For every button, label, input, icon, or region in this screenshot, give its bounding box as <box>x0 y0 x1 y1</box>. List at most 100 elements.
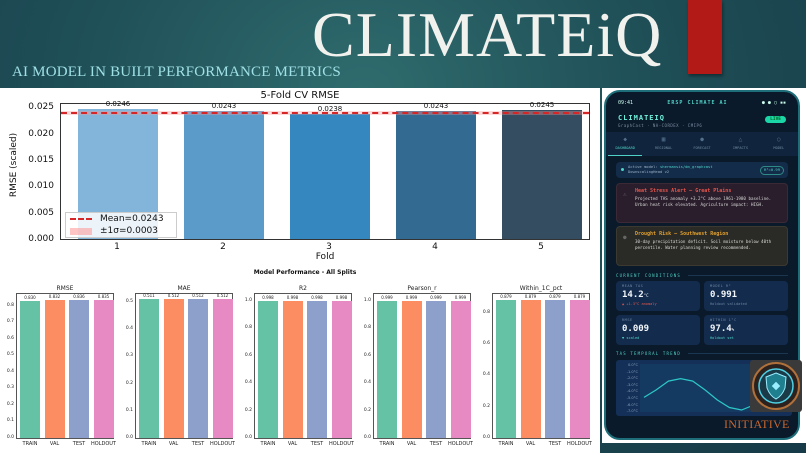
bar-value-label: 0.0246 <box>105 100 131 109</box>
y-tick: 0.4 <box>125 326 133 332</box>
circle-icon: ● <box>700 136 704 143</box>
divider <box>688 353 788 354</box>
bar-value-label: 0.0243 <box>211 101 237 110</box>
y-tick: 0.010 <box>28 181 54 192</box>
metric-sub: ▲ +1.3°C anomaly <box>622 302 657 306</box>
panel-title: Pearson_r <box>407 285 437 292</box>
metric-value: 0.009 <box>622 324 650 334</box>
tab-regional[interactable]: ▦ REGIONAL <box>644 132 682 156</box>
panel-title: MAE <box>177 285 191 292</box>
bar-value-label: 0.832 <box>48 294 61 300</box>
y-tick: 0.6 <box>244 352 252 358</box>
y-tick: -2.0°C <box>626 376 638 381</box>
heat-stress-alert[interactable]: ⚠ Heat Stress Alert — Great Plains Proje… <box>616 183 788 223</box>
tab-bar: ◆ DASHBOARD ▦ REGIONAL ● FORECAST △ IMPACTS … <box>606 132 798 156</box>
y-tick: 0.5 <box>125 299 133 305</box>
y-tick: -5.0°C <box>626 396 638 400</box>
performance-title: Model Performance - All Splits <box>253 269 357 276</box>
model-name: shermansis/dm_graphcast <box>660 164 713 169</box>
bar-value-label: 0.512 <box>192 292 204 298</box>
status-time: 09:41 <box>618 100 634 106</box>
bar-value-label: 0.0245 <box>529 100 555 109</box>
cv-bar-fold-3: 0.0238 <box>290 105 370 239</box>
bar-value-label: 0.999 <box>381 295 393 300</box>
x-tick: 4 <box>432 242 438 252</box>
x-tick: TRAIN <box>22 441 38 447</box>
bar-value-label: 0.836 <box>73 293 85 299</box>
page-subtitle: AI MODEL IN BUILT PERFORMANCE METRICS <box>12 64 341 80</box>
bar-val: 0.998 <box>282 295 303 438</box>
bar-value-label: 0.999 <box>454 295 467 300</box>
y-tick: 0.4 <box>244 380 252 386</box>
y-tick: 0.6 <box>482 341 490 347</box>
std-band-swatch <box>70 227 92 235</box>
tab-forecast[interactable]: ● FORECAST <box>683 132 721 156</box>
y-tick: -4.0°C <box>626 389 638 394</box>
trend-label: TAS TEMPORAL TREND <box>616 351 681 356</box>
brand-title: CLIMATEiQ <box>312 0 663 70</box>
metric-sub: Holdout validated <box>710 302 747 306</box>
bar-train: 0.830 <box>20 295 40 438</box>
metric-label: RMSE <box>622 318 633 322</box>
y-tick: 0.6 <box>363 352 371 358</box>
x-tick: TEST <box>310 441 324 447</box>
bar-value-label: 0.879 <box>500 294 512 300</box>
perf-panel-r2: R2 0.998 TRAIN 0.998 VAL 0.998 TEST 0.998 HOLDOU… <box>245 285 354 447</box>
y-tick: -7.0°C <box>626 409 638 414</box>
legend-std: ±1σ=0.0003 <box>100 226 159 236</box>
y-tick: -3.0°C <box>626 382 638 387</box>
cv-plot-area: 0.0245 0.0243 0.0238 0.0243 0.0246 Mean=0.02… <box>60 100 590 240</box>
bar-test: 0.998 <box>307 295 327 438</box>
metric-model-r2: MODEL R² 0.991 Holdout validated <box>704 281 788 311</box>
model-prefix: Active model: <box>628 164 661 169</box>
bar-value-label: 0.998 <box>335 295 348 301</box>
alert-body: Projected TAS anomaly +3.2°C above 1961-… <box>635 196 772 207</box>
x-tick: VAL <box>287 441 298 447</box>
y-tick: 0.8 <box>6 302 14 308</box>
tab-impacts[interactable]: △ IMPACTS <box>721 132 759 156</box>
y-tick: 0.020 <box>28 128 54 139</box>
x-tick: HOLDOUT <box>567 441 592 447</box>
live-badge: LIVE <box>765 116 786 123</box>
panel-title: R2 <box>299 285 307 292</box>
metric-value: 0.991 <box>710 290 738 300</box>
x-tick: VAL <box>406 441 417 447</box>
x-tick: TRAIN <box>260 441 276 447</box>
x-tick: VAL <box>525 441 536 447</box>
bar-value-label: 0.830 <box>24 294 36 300</box>
bar-holdout: 0.998 <box>331 295 352 438</box>
x-tick: 2 <box>220 242 226 252</box>
bar-val: 0.832 <box>44 294 65 438</box>
alert-title: Heat Stress Alert — Great Plains <box>635 188 732 194</box>
bar-value-label: 0.879 <box>524 294 537 300</box>
bar-val: 0.999 <box>401 295 422 438</box>
x-tick: TEST <box>548 441 562 447</box>
metric-value: 97.4 <box>710 324 732 334</box>
tab-model[interactable]: ○ MODEL <box>760 132 798 156</box>
metric-label: WITHIN 1°C <box>710 318 737 322</box>
x-tick: HOLDOUT <box>91 441 116 447</box>
drought-icon: ● <box>623 234 627 241</box>
y-tick: 0.2 <box>482 403 490 409</box>
cv-bar-fold-4: 0.0243 <box>396 102 476 239</box>
bar-train: 0.998 <box>258 295 278 438</box>
y-tick: 0.2 <box>6 401 14 407</box>
grid-icon: ▦ <box>661 136 666 143</box>
bar-train: 0.999 <box>377 295 397 438</box>
warning-triangle-icon: △ <box>738 136 743 143</box>
bar-value-label: 0.998 <box>286 295 299 301</box>
y-tick: 0.0 <box>125 435 133 440</box>
drought-risk-alert[interactable]: ● Drought Risk — Southwest Region 30-day… <box>616 226 788 266</box>
bar-value-label: 0.512 <box>216 292 229 298</box>
bar-train: 0.879 <box>496 294 516 438</box>
y-tick: 0.8 <box>482 309 490 315</box>
metric-mean-tas: MEAN TAS 14.2°C ▲ +1.3°C anomaly <box>616 281 700 311</box>
model-r2-badge: R²=0.99 <box>759 166 784 175</box>
metric-unit: % <box>731 327 735 332</box>
legend-mean: Mean=0.0243 <box>100 214 164 224</box>
tab-dashboard[interactable]: ◆ DASHBOARD <box>606 132 644 156</box>
cv-legend: Mean=0.0243 ±1σ=0.0003 <box>65 212 177 238</box>
y-tick: 0.0°C <box>627 363 638 367</box>
cv-bar-fold-5: 0.0245 <box>502 101 582 239</box>
bar-value-label: 0.879 <box>549 294 561 300</box>
